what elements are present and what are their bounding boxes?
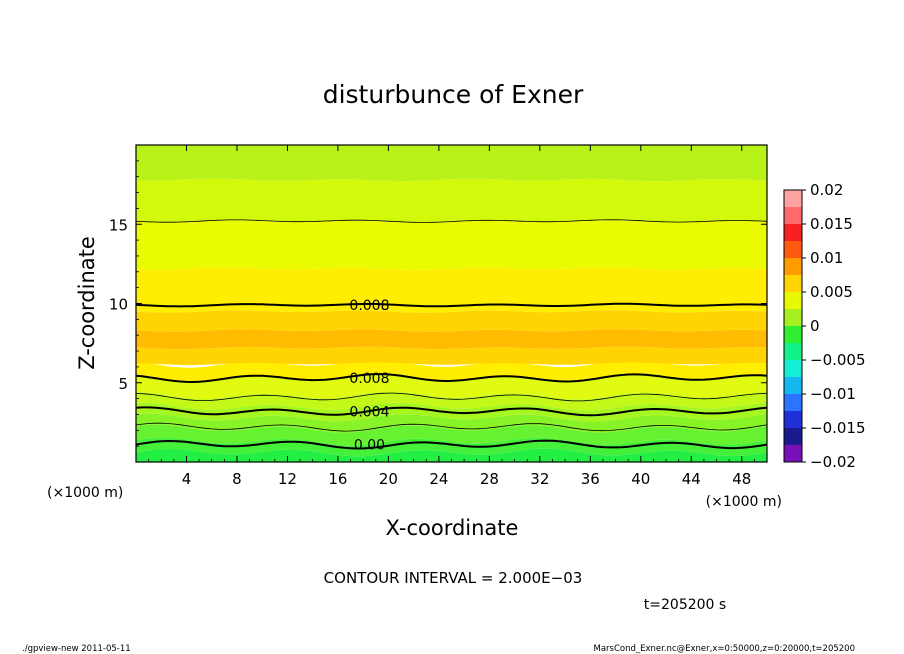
fill-layer <box>136 346 767 366</box>
colorbar-swatch <box>784 445 802 462</box>
fill-layer <box>136 145 767 182</box>
fill-layer <box>136 448 767 462</box>
x-tick-label: 20 <box>379 470 398 488</box>
colorbar-swatch <box>784 275 802 292</box>
colorbar-swatch <box>784 411 802 428</box>
x-unit-left: (×1000 m) <box>47 485 123 501</box>
colorbar-tick-label: 0.02 <box>810 181 843 199</box>
contour-line <box>135 406 768 417</box>
colorbar-tick-label: −0.015 <box>810 419 866 437</box>
colorbar-swatch <box>784 343 802 360</box>
x-axis-label: X-coordinate <box>386 516 519 540</box>
x-tick-label: 4 <box>182 470 192 488</box>
y-axis-ticks: 5 10 15 <box>109 160 767 447</box>
colorbar-swatch <box>784 241 802 258</box>
colorbar-tick-label: 0 <box>810 317 820 335</box>
fill-layer <box>136 424 767 446</box>
contour-line <box>135 439 768 450</box>
contour-lines <box>135 219 768 450</box>
contour-label: 0.00 <box>354 438 385 454</box>
y-tick-label: 5 <box>118 375 128 393</box>
contour-line <box>135 373 768 384</box>
colorbar-tick-label: −0.02 <box>810 453 856 471</box>
x-tick-label: 12 <box>278 470 297 488</box>
colorbar <box>783 189 803 463</box>
colorbar-swatch <box>784 326 802 343</box>
contour-labels: 0.00 0.004 0.008 0.008 <box>349 298 389 453</box>
contour-line <box>135 302 768 308</box>
colorbar-ticks: −0.02 −0.015 −0.01 −0.005 0 0.005 0.01 0.015 0.0… <box>802 181 866 471</box>
contour-label: 0.004 <box>349 404 389 420</box>
contour-interval: CONTOUR INTERVAL = 2.000E−03 <box>324 569 583 587</box>
colorbar-tick-label: 0.005 <box>810 283 853 301</box>
chart-title: disturbunce of Exner <box>323 80 584 109</box>
y-axis-label: Z-coordinate <box>75 236 99 370</box>
x-tick-label: 28 <box>480 470 499 488</box>
contour-line <box>135 392 768 402</box>
program-label: ./gpview-new 2011-05-11 <box>22 644 131 654</box>
colorbar-tick-label: 0.01 <box>810 249 843 267</box>
source-label: MarsCond_Exner.nc@Exner,x=0:50000,z=0:20… <box>593 644 855 654</box>
fill-layer <box>136 178 767 223</box>
colorbar-tick-label: 0.015 <box>810 215 853 233</box>
colorbar-tick-label: −0.005 <box>810 351 866 369</box>
colorbar-swatch <box>784 360 802 377</box>
colorbar-tick-label: −0.01 <box>810 385 856 403</box>
fill-layer <box>136 374 767 400</box>
x-tick-label: 48 <box>732 470 751 488</box>
x-tick-label: 16 <box>328 470 347 488</box>
contour-line <box>135 219 768 223</box>
time-label: t=205200 s <box>644 597 726 613</box>
x-tick-label: 8 <box>232 470 242 488</box>
x-tick-label: 36 <box>581 470 600 488</box>
fill-layer <box>136 267 767 313</box>
colorbar-swatch <box>784 394 802 411</box>
colorbar-swatch <box>784 377 802 394</box>
contour-line <box>135 422 768 432</box>
x-tick-label: 40 <box>631 470 650 488</box>
colorbar-swatch <box>784 258 802 275</box>
fill-layer <box>136 413 767 433</box>
fill-layer <box>136 219 767 270</box>
y-tick-label: 15 <box>109 216 128 234</box>
y-tick-label: 10 <box>109 296 128 314</box>
x-tick-label: 24 <box>429 470 448 488</box>
colorbar-swatch <box>784 207 802 224</box>
contour-label: 0.008 <box>349 371 389 387</box>
x-tick-label: 44 <box>682 470 701 488</box>
colorbar-swatch <box>784 190 802 207</box>
contour-label: 0.008 <box>349 298 389 314</box>
x-tick-label: 32 <box>530 470 549 488</box>
x-unit-right: (×1000 m) <box>706 494 782 510</box>
colorbar-swatch <box>784 309 802 326</box>
colorbar-swatch <box>784 224 802 241</box>
fill-layer <box>136 310 767 332</box>
fill-layer <box>136 329 767 350</box>
x-axis-ticks: 4 8 12 16 20 24 28 32 36 40 44 48 <box>148 145 755 488</box>
plot-area: 0.00 0.004 0.008 0.008 <box>135 144 768 463</box>
colorbar-swatch <box>784 292 802 309</box>
colorbar-swatch <box>784 428 802 445</box>
fill-layer <box>136 391 767 411</box>
